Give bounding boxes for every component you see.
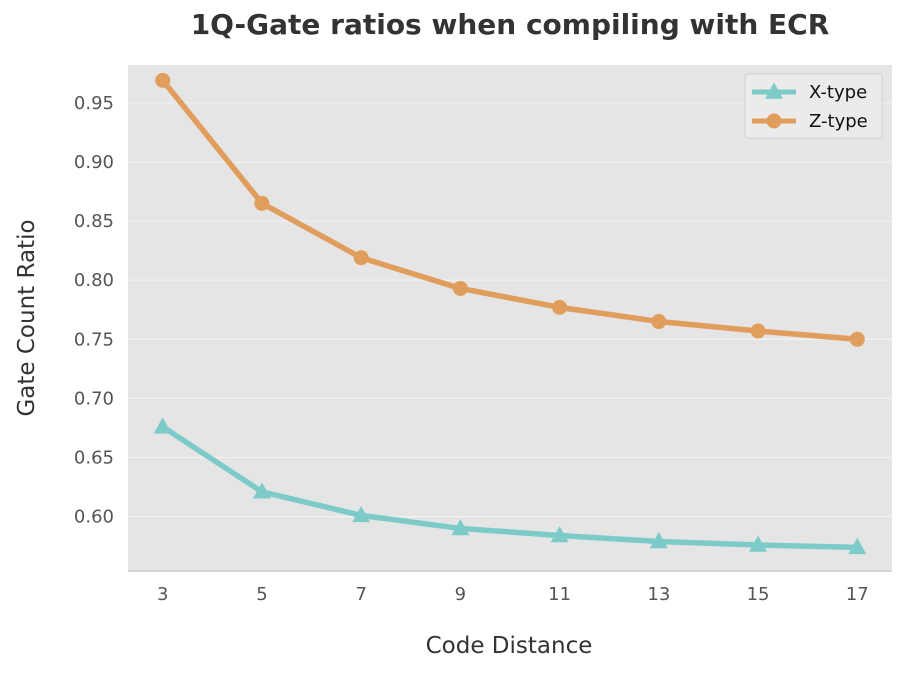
data-point-x-type [451, 518, 470, 536]
data-point-z-type [849, 331, 865, 347]
x-tick-label: 3 [157, 584, 168, 605]
y-tick-label: 0.85 [74, 211, 114, 232]
data-point-z-type [155, 72, 171, 88]
y-axis-label: Gate Count Ratio [14, 219, 40, 416]
data-point-x-type [749, 535, 768, 552]
x-tick-label: 5 [256, 584, 267, 605]
x-tick-label: 15 [747, 584, 770, 605]
grid-lines [128, 102, 892, 518]
data-point-x-type [550, 526, 569, 543]
y-tick-label: 0.80 [74, 270, 114, 291]
y-tick-label: 0.95 [74, 93, 114, 114]
x-axis-label: Code Distance [426, 633, 593, 659]
x-tick-label: 9 [455, 584, 466, 605]
y-tick-label: 0.75 [74, 329, 114, 350]
x-tick-label: 7 [355, 584, 366, 605]
series-x-type [153, 417, 867, 555]
data-point-z-type [452, 280, 468, 296]
data-point-z-type [552, 299, 568, 315]
legend-entry-x-type: X-type [752, 82, 867, 103]
legend-entry-z-type: Z-type [752, 111, 868, 132]
x-tick-label: 13 [647, 584, 670, 605]
data-point-z-type [651, 314, 667, 330]
legend-label-x-type: X-type [809, 82, 867, 103]
x-tick-label: 17 [846, 584, 869, 605]
y-tick-label: 0.90 [74, 152, 114, 173]
x-tick-label: 11 [548, 584, 571, 605]
series-line-x-type [159, 424, 861, 551]
y-tick-label: 0.60 [74, 507, 114, 528]
x-axis-ticks: 3 5 7 9 11 13 15 17 [157, 584, 869, 605]
legend-marker-x-type [765, 82, 783, 99]
data-point-z-type [353, 250, 369, 266]
series-layer [153, 72, 867, 555]
y-tick-label: 0.65 [74, 448, 114, 469]
data-point-x-type [352, 505, 371, 523]
y-axis-ticks: 0.60 0.65 0.70 0.75 0.80 0.85 0.90 0.95 [74, 93, 114, 528]
plot-area [128, 65, 892, 571]
data-point-z-type [750, 323, 766, 339]
legend: X-type Z-type [744, 73, 883, 139]
legend-marker-z-type [766, 113, 782, 129]
data-point-z-type [254, 195, 270, 211]
chart-title: 1Q-Gate ratios when compiling with ECR [191, 8, 830, 41]
series-z-type [155, 72, 865, 347]
series-line-z-type [159, 77, 861, 343]
data-point-x-type [153, 417, 172, 434]
data-point-x-type [649, 531, 668, 549]
legend-label-z-type: Z-type [809, 111, 868, 132]
data-point-x-type [252, 482, 271, 499]
y-tick-label: 0.70 [74, 388, 114, 409]
data-point-x-type [848, 537, 867, 555]
